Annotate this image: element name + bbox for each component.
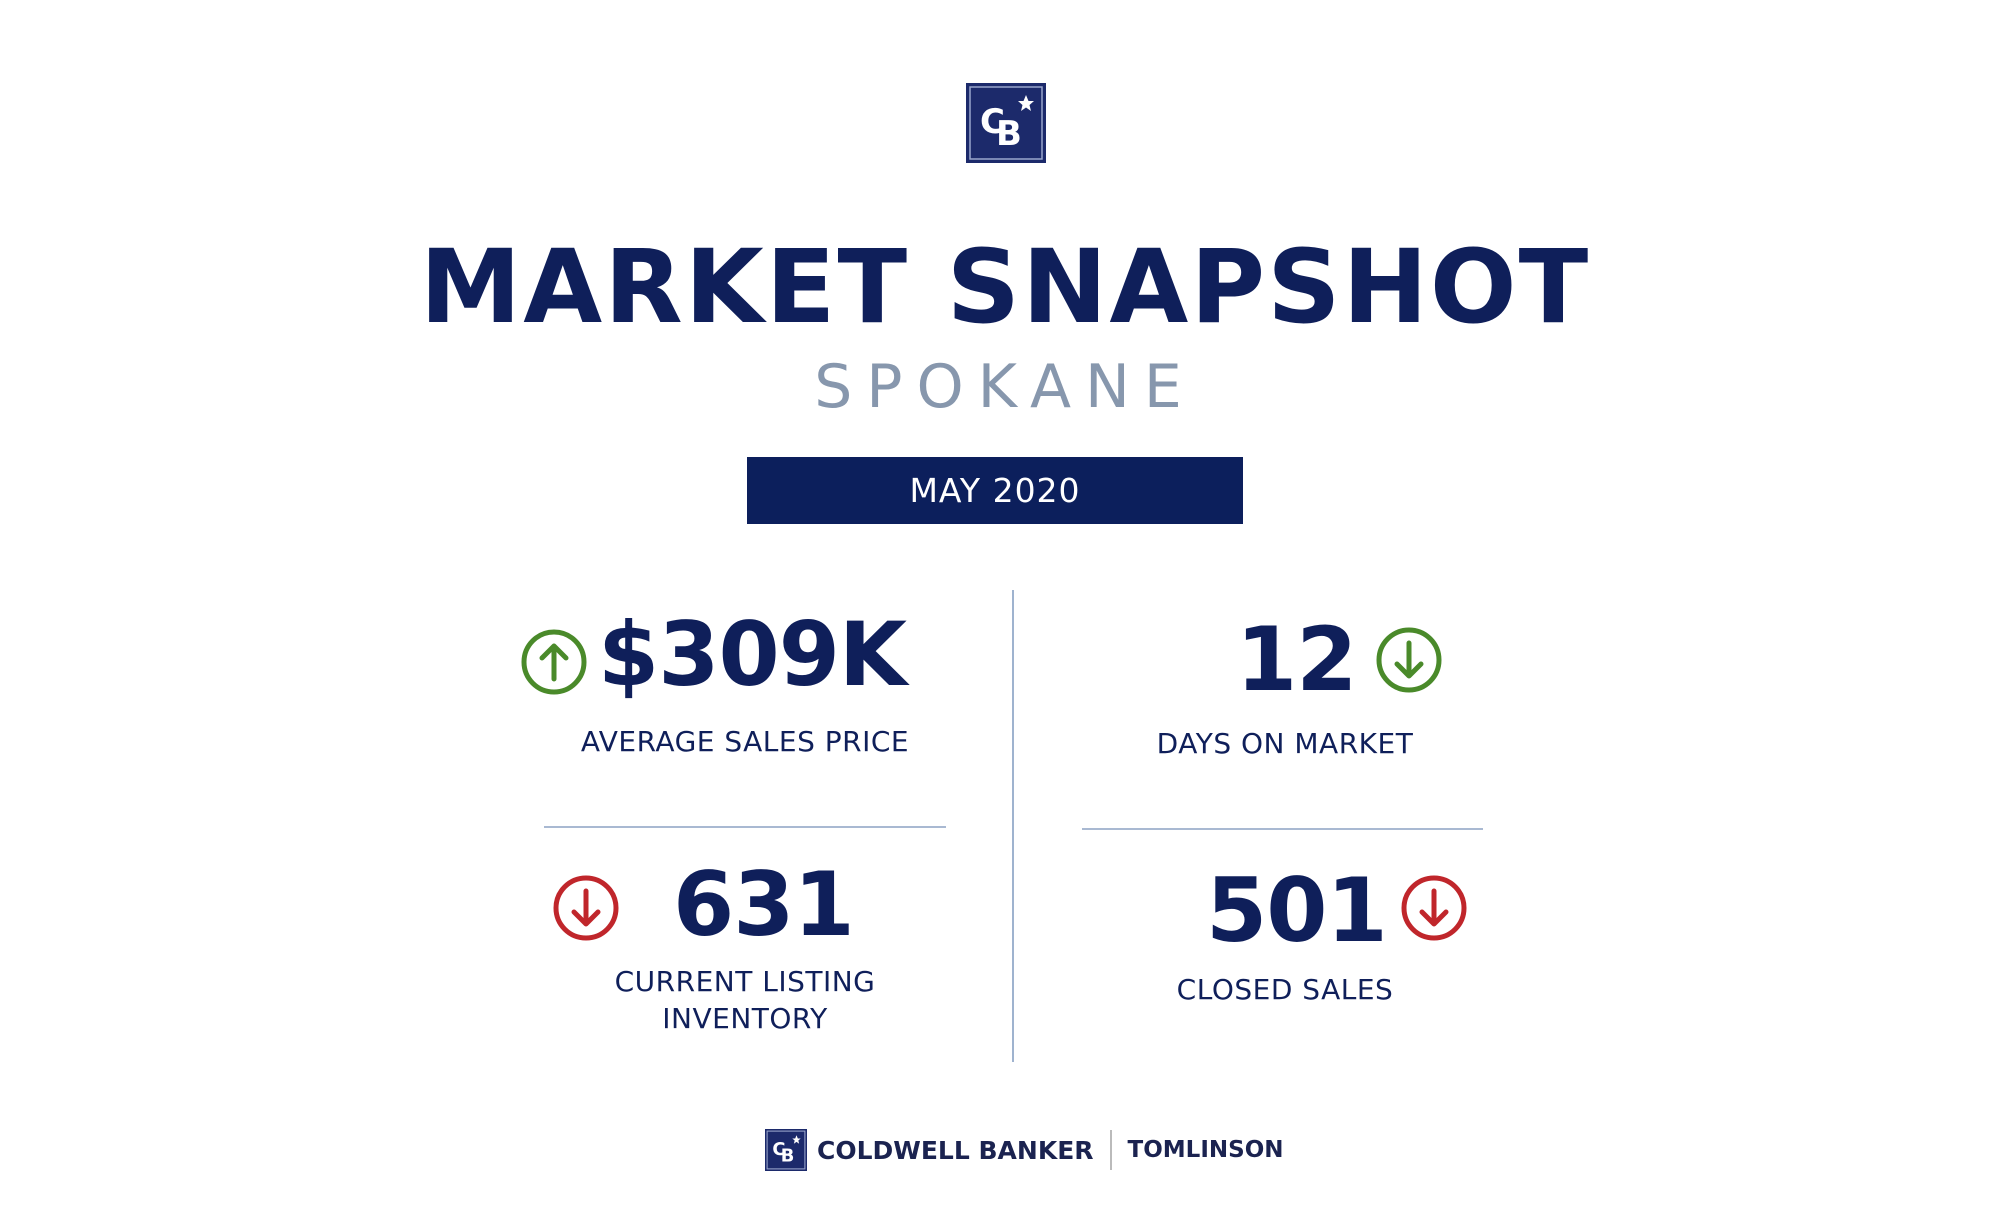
arrow-up-circle-icon <box>521 629 587 695</box>
days-on-market-label: DAYS ON MARKET <box>1156 727 1414 760</box>
horizontal-divider-right <box>1082 828 1483 830</box>
coldwell-banker-footer-logo: C B <box>765 1129 807 1171</box>
svg-text:B: B <box>781 1146 795 1167</box>
svg-text:C: C <box>980 102 1005 142</box>
closed-sales-value: 501 <box>1206 859 1388 962</box>
page-title: MARKET SNAPSHOT <box>419 228 1591 347</box>
footer-office-name: TOMLINSON <box>1127 1137 1284 1163</box>
svg-text:C: C <box>772 1139 785 1160</box>
average-sales-price-label: AVERAGE SALES PRICE <box>580 725 910 758</box>
average-sales-price-value: $309K <box>598 603 907 706</box>
arrow-down-circle-icon <box>1401 875 1467 941</box>
arrow-down-circle-icon <box>553 875 619 941</box>
current-listing-inventory-value: 631 <box>673 853 855 956</box>
city-subtitle: SPOKANE <box>814 352 1196 422</box>
footer-brand: C B COLDWELL BANKER TOMLINSON <box>765 1128 1284 1172</box>
arrow-down-circle-icon <box>1376 627 1442 693</box>
days-on-market-value: 12 <box>1236 608 1357 711</box>
coldwell-banker-logo: C B <box>966 83 1046 163</box>
current-listing-inventory-label-line1: CURRENT LISTING <box>614 965 876 998</box>
current-listing-inventory-label-line2: INVENTORY <box>662 1002 828 1035</box>
horizontal-divider-left <box>544 826 946 828</box>
footer-separator <box>1109 1130 1112 1170</box>
closed-sales-label: CLOSED SALES <box>1176 973 1394 1006</box>
footer-brand-name: COLDWELL BANKER <box>817 1135 1094 1165</box>
svg-text:B: B <box>996 114 1022 154</box>
period-banner: MAY 2020 <box>747 457 1243 524</box>
vertical-divider <box>1012 590 1014 1062</box>
